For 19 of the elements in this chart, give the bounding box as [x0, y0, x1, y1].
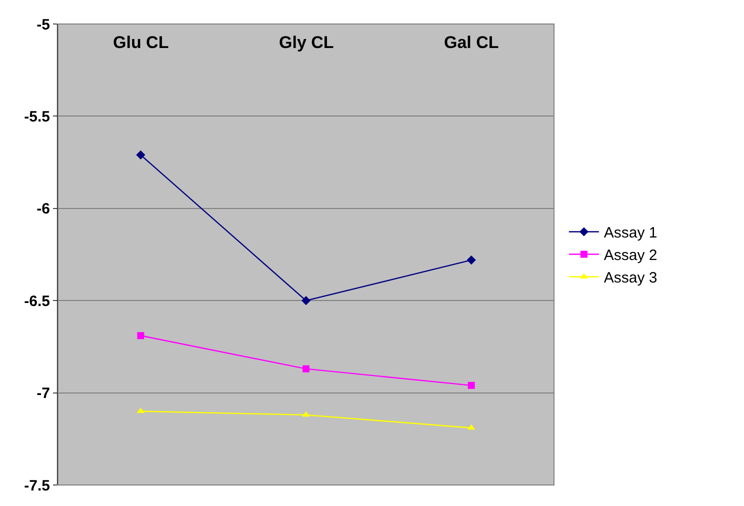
x-tick-label: Gly CL: [279, 33, 334, 52]
x-tick-label: Gal CL: [444, 33, 499, 52]
legend-label: Assay 1: [604, 224, 658, 242]
y-tick-label: -5.5: [24, 108, 50, 126]
point: [136, 150, 146, 160]
y-tick-label: -6: [36, 200, 50, 218]
point: [301, 296, 311, 306]
point: [466, 255, 476, 265]
legend-label: Assay 3: [604, 270, 658, 287]
y-tick-label: -7: [36, 385, 50, 402]
y-tick-label: -5: [36, 16, 50, 34]
x-tick-label: Glu CL: [113, 33, 169, 52]
point: [468, 382, 475, 389]
point: [137, 332, 144, 340]
point: [302, 365, 310, 372]
legend-label: Assay 2: [604, 247, 658, 264]
y-tick-label: -7.5: [24, 477, 50, 494]
point: [467, 424, 476, 430]
y-tick-label: -6.5: [24, 292, 50, 310]
